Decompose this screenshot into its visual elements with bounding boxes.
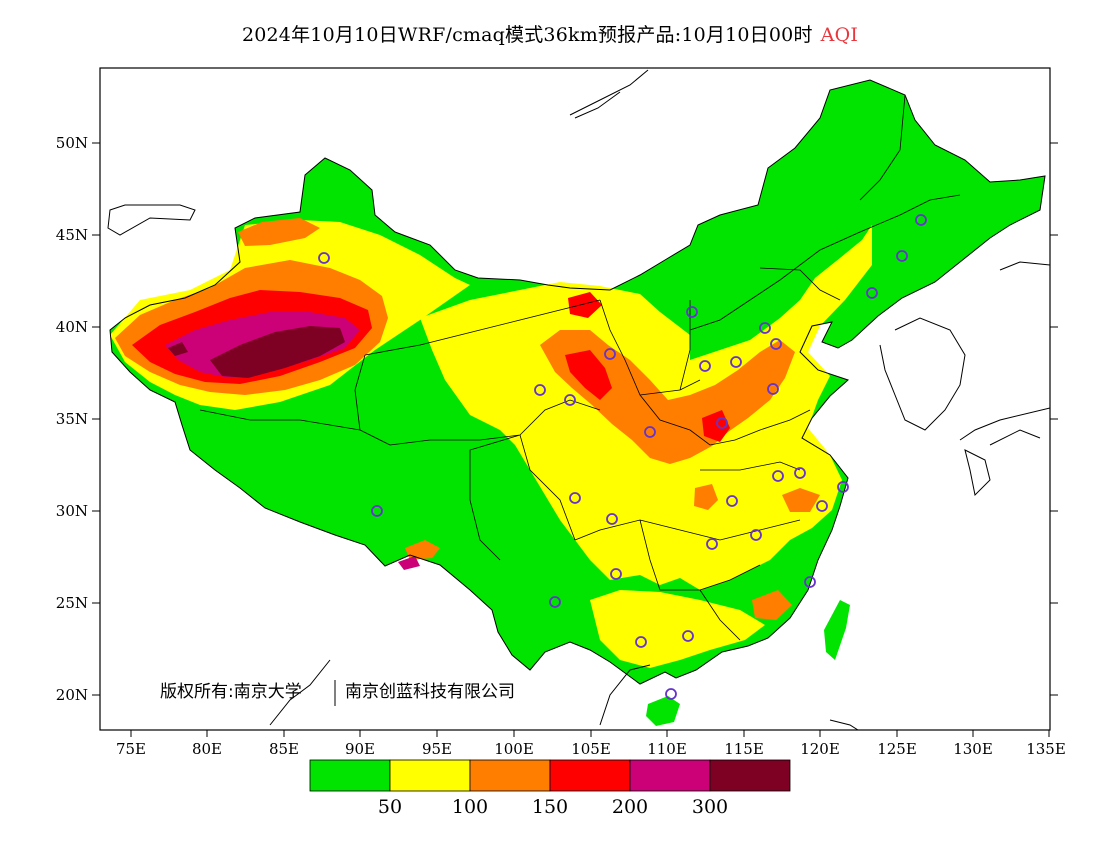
colorbar-label: 150 <box>532 796 568 818</box>
station-marker <box>534 384 546 396</box>
station-marker <box>750 529 762 541</box>
moderate-zone-south <box>590 590 765 668</box>
station-marker <box>816 500 828 512</box>
station-marker <box>896 250 908 262</box>
taiwan-island <box>824 600 850 660</box>
station-marker <box>866 287 878 299</box>
station-marker <box>716 417 728 429</box>
station-marker <box>644 426 656 438</box>
lon-label: 115E <box>724 740 764 758</box>
lon-label: 100E <box>494 740 534 758</box>
title-main: 2024年10月10日WRF/cmaq模式36km预报产品:10月10日00时 <box>241 24 813 46</box>
lat-label: 40N <box>56 318 88 336</box>
unhealthy-zone-ordos <box>565 350 612 400</box>
station-marker <box>569 492 581 504</box>
colorbar-label: 300 <box>692 796 728 818</box>
station-marker <box>610 568 622 580</box>
lon-label: 120E <box>800 740 840 758</box>
sensitive-zone-southwest-spot <box>405 540 440 560</box>
lon-label: 85E <box>269 740 299 758</box>
title-variable: AQI <box>820 24 859 46</box>
station-markers <box>318 214 927 700</box>
colorbar-label: 200 <box>612 796 648 818</box>
very-unhealthy-zone-sw-spot <box>398 556 420 570</box>
sensitive-zone-yangtze <box>782 488 820 512</box>
lon-label: 135E <box>1026 740 1066 758</box>
coastline-mongolia-russia <box>107 69 649 236</box>
colorbar-swatch <box>309 759 391 792</box>
lon-label: 105E <box>571 740 611 758</box>
china-outline <box>109 79 1046 685</box>
station-marker <box>564 394 576 406</box>
station-marker <box>804 576 816 588</box>
station-marker <box>682 630 694 642</box>
station-marker <box>767 383 779 395</box>
lon-label: 90E <box>345 740 375 758</box>
station-marker <box>318 252 330 264</box>
copyright-notice: 版权所有:南京大学 南京创蓝科技有限公司 <box>160 680 515 706</box>
lat-label: 45N <box>56 226 88 244</box>
copyright-owner-prefix: 版权所有: <box>160 682 234 702</box>
station-marker <box>686 306 698 318</box>
coastline-korea-japan <box>879 261 1050 497</box>
lat-label: 35N <box>56 410 88 428</box>
lon-label: 125E <box>877 740 917 758</box>
lat-label: 20N <box>56 686 88 704</box>
station-marker <box>549 596 561 608</box>
station-marker <box>770 338 782 350</box>
station-marker <box>604 348 616 360</box>
copyright-org1: 南京大学 <box>234 682 302 702</box>
hainan-island <box>646 696 680 726</box>
hazardous-zone-tarim <box>210 326 345 378</box>
colorbar-swatch <box>469 759 551 792</box>
lon-label: 80E <box>192 740 222 758</box>
coastline-southeast-asia <box>269 659 859 730</box>
lon-label: 95E <box>422 740 452 758</box>
station-marker <box>837 481 849 493</box>
station-marker <box>772 470 784 482</box>
sensitive-zone-southeast <box>752 590 792 620</box>
sensitive-zone-loess <box>540 330 795 464</box>
latitude-axis: 50N 45N 40N 35N 30N 25N 20N <box>56 134 1058 704</box>
colorbar-swatch <box>389 759 471 792</box>
colorbar-label: 100 <box>452 796 488 818</box>
map-frame <box>99 67 1051 731</box>
colorbar-swatch <box>709 759 791 792</box>
colorbar-swatch <box>549 759 631 792</box>
aqi-field <box>107 69 1050 730</box>
hazardous-zone-tarim-west <box>168 342 188 356</box>
sensitive-zone-tarim-north <box>238 218 320 246</box>
station-marker <box>371 505 383 517</box>
map-title: 2024年10月10日WRF/cmaq模式36km预报产品:10月10日00时 A… <box>0 20 1100 47</box>
station-marker <box>759 322 771 334</box>
lat-label: 30N <box>56 502 88 520</box>
colorbar-label: 50 <box>378 796 402 818</box>
lat-label: 25N <box>56 594 88 612</box>
station-marker <box>699 360 711 372</box>
station-marker <box>730 356 742 368</box>
unhealthy-zone-north <box>568 292 602 318</box>
copyright-org2: 南京创蓝科技有限公司 <box>345 682 515 702</box>
province-borders <box>199 94 961 641</box>
longitude-axis: 75E 80E 85E 90E 95E 100E 105E 110E 115E … <box>116 730 1066 758</box>
station-marker <box>726 495 738 507</box>
station-marker <box>794 467 806 479</box>
colorbar-swatch <box>629 759 711 792</box>
lon-label: 75E <box>116 740 146 758</box>
station-marker <box>706 538 718 550</box>
station-marker <box>606 513 618 525</box>
lat-label: 50N <box>56 134 88 152</box>
lon-label: 130E <box>953 740 993 758</box>
station-marker <box>635 636 647 648</box>
lon-label: 110E <box>647 740 687 758</box>
copyright-prefix: 版权所有:南京大学 <box>160 682 302 702</box>
sensitive-zone-hubei <box>694 484 718 510</box>
aqi-colorbar: 50 100 150 200 300 <box>309 759 791 818</box>
station-marker <box>915 214 927 226</box>
station-marker <box>665 688 677 700</box>
